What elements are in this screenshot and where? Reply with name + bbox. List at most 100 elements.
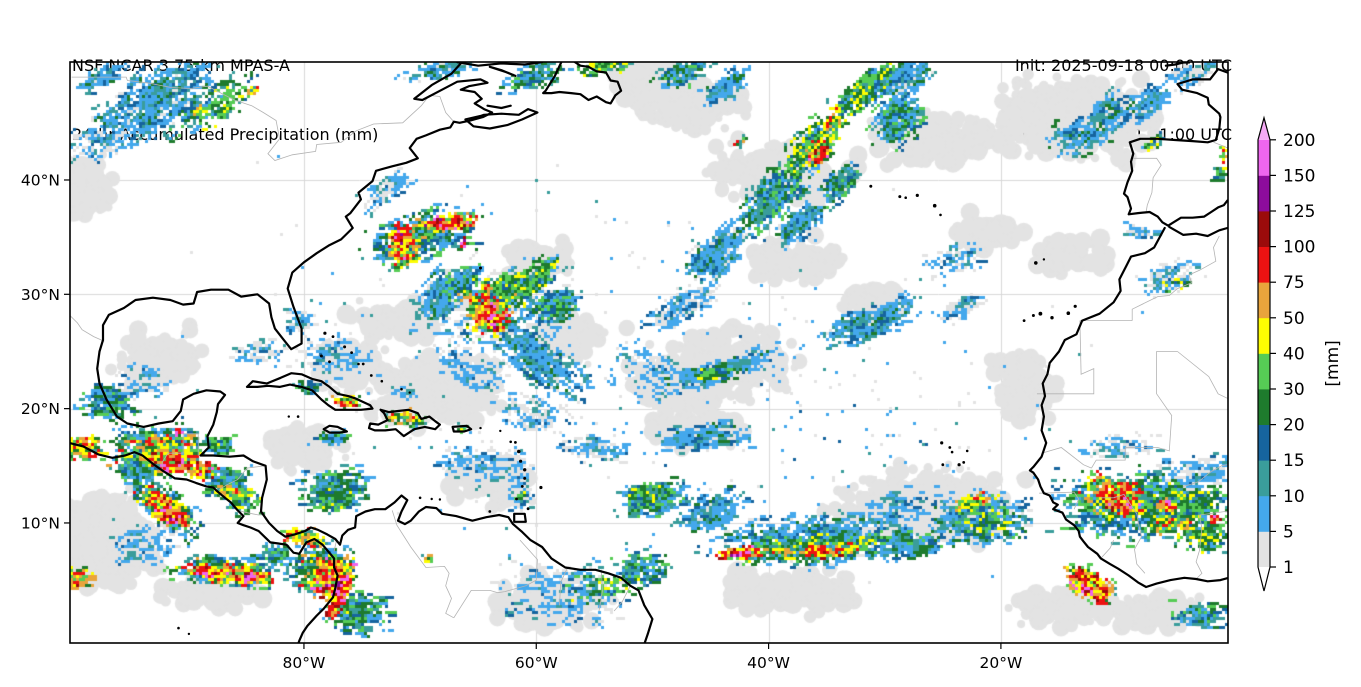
island	[479, 266, 482, 270]
island	[515, 497, 518, 501]
island	[509, 440, 512, 444]
island	[1034, 261, 1038, 265]
island	[1042, 258, 1046, 261]
island	[380, 379, 384, 383]
island	[357, 362, 360, 366]
island	[361, 362, 365, 366]
country-border	[1183, 464, 1228, 487]
country-border	[1100, 493, 1146, 574]
lon-tick-label: 20°W	[980, 654, 1023, 672]
colorbar-tick-label: 100	[1283, 238, 1315, 258]
colorbar-tick-label: 5	[1283, 522, 1294, 542]
country-border	[453, 539, 538, 619]
island	[430, 497, 433, 501]
colorbar-tick-label: 125	[1283, 202, 1315, 222]
colorbar-segment	[1258, 282, 1270, 319]
lat-tick-label: 30°N	[21, 286, 60, 304]
island	[1031, 314, 1035, 317]
island	[1022, 319, 1026, 322]
colorbar-under-arrow	[1258, 567, 1270, 591]
colorbar-tick-label: 15	[1283, 451, 1305, 471]
island	[965, 449, 969, 453]
island	[523, 476, 527, 480]
country-border	[1133, 157, 1162, 213]
colorbar-segment	[1258, 211, 1270, 247]
island	[539, 485, 543, 490]
island	[177, 626, 180, 630]
island	[187, 632, 191, 636]
island	[1050, 316, 1054, 320]
island	[488, 510, 492, 513]
island	[319, 354, 323, 358]
colorbar-segment	[1258, 246, 1270, 283]
colorbar-segment	[1258, 531, 1270, 568]
island	[939, 213, 942, 217]
island	[915, 193, 919, 197]
map-frame	[69, 61, 1229, 644]
colorbar-tick-label: 10	[1283, 487, 1305, 507]
colorbar-tick-label: 200	[1283, 131, 1315, 151]
island	[526, 507, 530, 511]
country-border	[1091, 351, 1178, 469]
island	[523, 468, 527, 472]
coastline	[464, 107, 539, 130]
colorbar-segment	[1258, 389, 1270, 425]
island	[898, 195, 902, 199]
coastline	[456, 62, 544, 67]
coastline	[96, 62, 654, 643]
coastline	[1122, 67, 1228, 227]
country-border	[333, 540, 337, 552]
country-border	[1213, 141, 1228, 149]
island	[517, 449, 521, 454]
country-border	[237, 510, 263, 516]
island	[940, 441, 944, 445]
country-border	[70, 315, 105, 342]
colorbar-segment	[1258, 139, 1270, 176]
island	[957, 463, 961, 467]
country-border	[559, 567, 568, 606]
island	[499, 429, 502, 433]
coastline	[488, 65, 517, 78]
island	[950, 450, 954, 454]
colorbar-tick-label: 1	[1283, 558, 1294, 578]
island	[941, 463, 945, 467]
country-border	[598, 569, 603, 612]
island	[962, 461, 966, 464]
coastline	[1028, 226, 1228, 589]
island	[948, 446, 952, 449]
country-border	[1195, 514, 1203, 580]
island	[438, 498, 442, 501]
colorbar-segment	[1258, 317, 1270, 354]
lon-tick-label: 40°W	[747, 654, 790, 672]
colorbar-tick-label: 75	[1283, 273, 1305, 293]
island	[1073, 304, 1077, 308]
country-border	[1036, 320, 1095, 395]
colorbar-tick-label: 30	[1283, 380, 1305, 400]
colorbar-tick-label: 40	[1283, 344, 1305, 364]
island	[932, 203, 937, 208]
coastline	[451, 424, 473, 433]
island	[296, 415, 300, 418]
island	[1038, 311, 1043, 316]
island	[369, 374, 373, 377]
country-border	[1100, 539, 1114, 559]
precipitation-field	[70, 62, 1228, 643]
island	[400, 387, 403, 391]
island	[323, 331, 327, 335]
island	[514, 441, 517, 444]
colorbar-over-arrow	[1258, 117, 1270, 140]
colorbar-segment	[1258, 175, 1270, 212]
coastline	[1168, 225, 1228, 238]
island	[519, 459, 523, 463]
lon-tick-label: 60°W	[515, 654, 558, 672]
coastline	[245, 372, 374, 411]
island	[328, 360, 331, 364]
island	[418, 496, 422, 500]
coastline	[367, 408, 441, 438]
country-border	[1177, 351, 1228, 399]
country-border	[391, 510, 454, 619]
island	[479, 426, 482, 430]
coastline	[70, 441, 339, 643]
colorbar-segment	[1258, 495, 1270, 532]
